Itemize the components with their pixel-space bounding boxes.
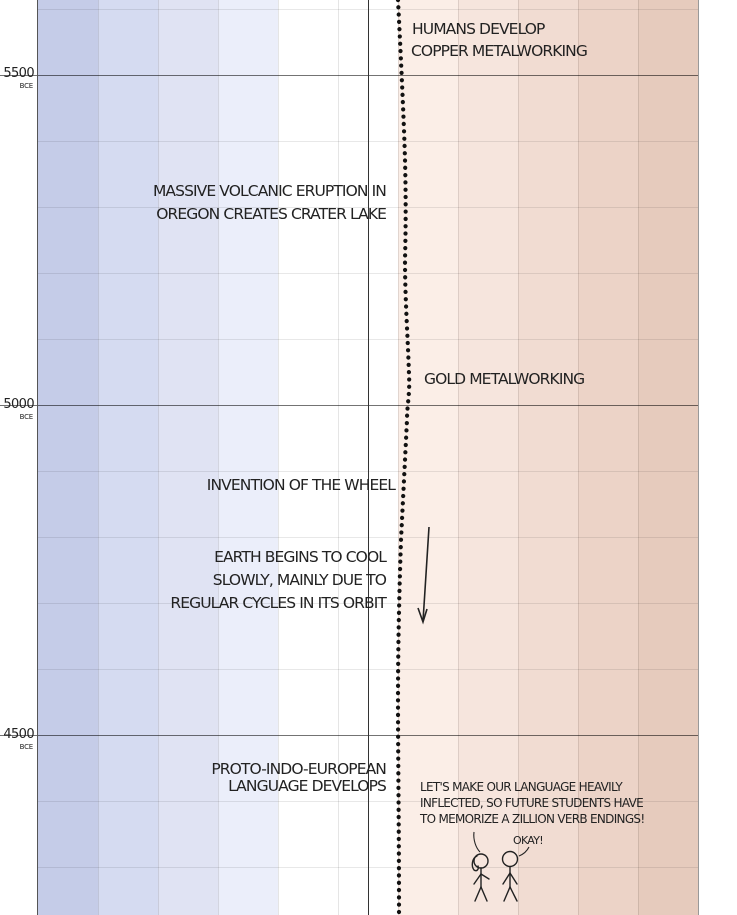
temperature-band — [518, 0, 579, 915]
year-tick-5500: 5500 BCE — [3, 66, 35, 90]
speech-line: OKAY! — [513, 834, 543, 847]
temperature-curve — [395, 0, 412, 915]
era-label: BCE — [20, 82, 33, 90]
event-proto-indo-european: PROTO-INDO-EUROPEAN LANGUAGE DEVELOPS — [211, 760, 387, 795]
temperature-band — [278, 0, 339, 915]
year-tick-4500: 4500 BCE — [3, 727, 35, 751]
temperature-band — [98, 0, 159, 915]
year-label: 4500 — [3, 727, 34, 742]
event-line: INVENTION OF THE WHEEL — [207, 476, 396, 494]
event-line: LANGUAGE DEVELOPS — [228, 777, 386, 795]
event-line: SLOWLY, MAINLY DUE TO — [213, 571, 387, 589]
speech-line: TO MEMORIZE A ZILLION VERB ENDINGS! — [419, 812, 644, 826]
era-label: BCE — [20, 413, 33, 421]
temperature-band — [398, 0, 459, 915]
stick-figure-woman — [471, 853, 490, 902]
temperature-band — [158, 0, 219, 915]
event-copper-metalworking: HUMANS DEVELOP COPPER METALWORKING — [411, 20, 588, 60]
stick-figure-man — [501, 850, 519, 902]
event-line: HUMANS DEVELOP — [412, 20, 545, 38]
event-line: GOLD METALWORKING — [424, 370, 584, 388]
speech-line: INFLECTED, SO FUTURE STUDENTS HAVE — [420, 796, 643, 810]
event-line: REGULAR CYCLES IN ITS ORBIT — [170, 594, 387, 612]
temperature-band — [218, 0, 279, 915]
event-gold-metalworking: GOLD METALWORKING — [424, 370, 585, 388]
event-earth-cooling: EARTH BEGINS TO COOL SLOWLY, MAINLY DUE … — [170, 548, 388, 612]
dialogue-speech: LET'S MAKE OUR LANGUAGE HEAVILY INFLECTE… — [419, 780, 645, 857]
temperature-band — [578, 0, 639, 915]
event-line: PROTO-INDO-EUROPEAN — [211, 760, 386, 778]
year-tick-5000: 5000 BCE — [3, 397, 35, 421]
event-line: COPPER METALWORKING — [411, 42, 587, 60]
year-label: 5000 — [3, 397, 34, 412]
event-line: MASSIVE VOLCANIC ERUPTION IN — [153, 182, 386, 200]
temperature-band — [38, 0, 99, 915]
era-label: BCE — [20, 743, 33, 751]
year-label: 5500 — [3, 66, 34, 81]
cooling-arrow — [417, 526, 430, 625]
event-invention-of-wheel: INVENTION OF THE WHEEL — [207, 476, 397, 494]
temperature-band — [638, 0, 699, 915]
temperature-band — [458, 0, 519, 915]
event-line: OREGON CREATES CRATER LAKE — [156, 205, 386, 223]
speech-line: LET'S MAKE OUR LANGUAGE HEAVILY — [420, 780, 623, 794]
temperature-bands — [38, 0, 699, 915]
event-crater-lake: MASSIVE VOLCANIC ERUPTION IN OREGON CREA… — [153, 182, 387, 223]
event-line: EARTH BEGINS TO COOL — [214, 548, 387, 566]
